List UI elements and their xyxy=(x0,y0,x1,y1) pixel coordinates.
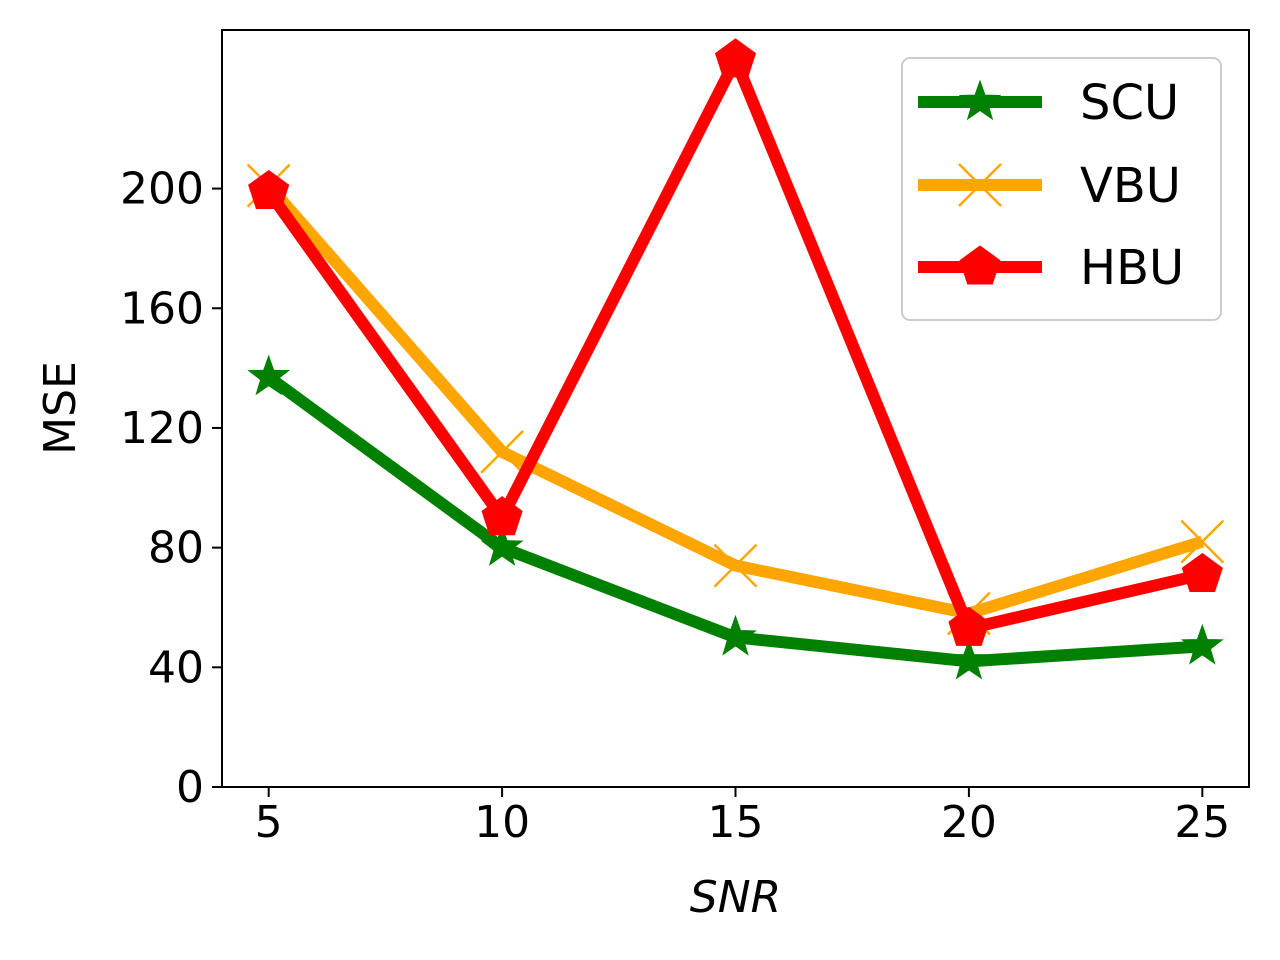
legend-items: SCU VBU HBU xyxy=(918,75,1184,296)
y-axis-label: MSE xyxy=(35,361,86,455)
data-point-scu xyxy=(247,354,291,396)
x-tick-label: 15 xyxy=(708,797,764,848)
x-tick-label: 20 xyxy=(941,797,997,848)
axes-layer: 5 10 15 20 25 0 40 80 120 160 200 xyxy=(120,164,1230,848)
y-tick-label: 80 xyxy=(148,523,204,574)
x-tick-label: 25 xyxy=(1174,797,1230,848)
series-hbu xyxy=(248,38,1223,646)
data-point-hbu xyxy=(948,606,990,646)
data-point-scu xyxy=(1180,623,1224,665)
y-tick-label: 120 xyxy=(120,403,204,454)
data-point-hbu xyxy=(481,496,523,536)
legend-label-hbu: HBU xyxy=(1080,240,1184,296)
y-tick-label: 40 xyxy=(148,642,204,693)
data-point-scu xyxy=(480,525,524,566)
legend-marker-hbu xyxy=(959,245,1001,285)
data-point-vbu xyxy=(1180,519,1225,564)
data-point-vbu xyxy=(480,430,524,474)
legend-label-vbu: VBU xyxy=(1080,158,1181,214)
legend-label-scu: SCU xyxy=(1080,75,1179,131)
y-tick-label: 160 xyxy=(120,283,204,334)
legend-item-hbu: HBU xyxy=(918,240,1184,296)
legend-marker-vbu xyxy=(958,163,1002,207)
data-point-hbu xyxy=(248,169,290,210)
y-tick-label: 0 xyxy=(176,762,204,813)
x-tick-label: 5 xyxy=(255,797,283,848)
data-point-hbu xyxy=(714,38,757,78)
series-scu xyxy=(247,354,1224,680)
legend-item-scu: SCU xyxy=(918,75,1179,131)
series-layer xyxy=(246,38,1225,680)
x-axis-label: SNR xyxy=(690,872,781,923)
x-tick-label: 10 xyxy=(474,797,530,848)
data-point-scu xyxy=(714,614,757,656)
y-tick-label: 200 xyxy=(120,164,204,215)
legend: SCU VBU HBU xyxy=(901,57,1222,321)
data-point-hbu xyxy=(1181,552,1223,593)
data-point-scu xyxy=(947,638,991,680)
data-point-vbu xyxy=(713,543,758,588)
legend-item-vbu: VBU xyxy=(918,158,1181,214)
legend-marker-scu xyxy=(958,79,1002,121)
